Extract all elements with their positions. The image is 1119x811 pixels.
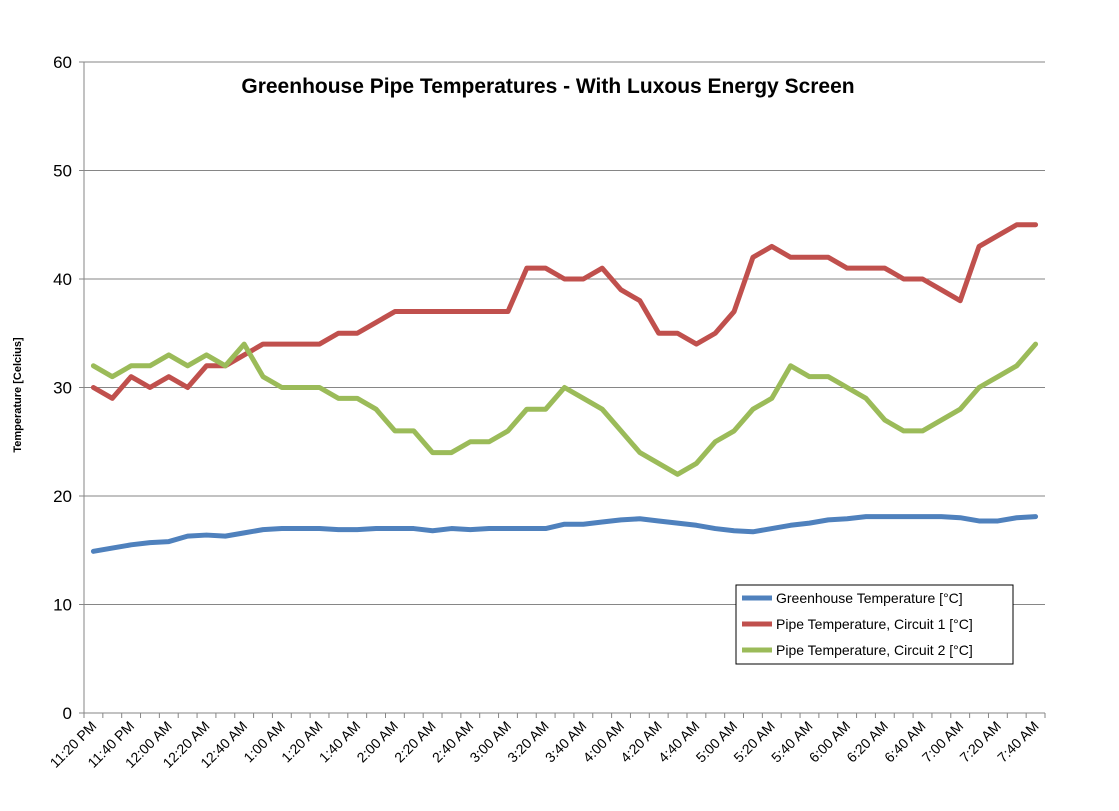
y-tick-label: 20 <box>53 487 72 506</box>
y-axis-label: Temperature [Celcius] <box>12 337 24 453</box>
chart-title: Greenhouse Pipe Temperatures - With Luxo… <box>241 75 854 98</box>
y-tick-label: 30 <box>53 379 72 398</box>
y-tick-label: 0 <box>63 704 72 723</box>
series-line-1 <box>90 514 1039 554</box>
legend-label: Pipe Temperature, Circuit 1 [°C] <box>776 616 973 632</box>
series-lines <box>90 222 1039 554</box>
y-axis-ticks: 0 10 20 30 40 50 60 <box>53 53 84 723</box>
legend-label: Greenhouse Temperature [°C] <box>776 590 963 606</box>
series-line-2 <box>90 222 1039 401</box>
legend-box <box>735 584 1014 665</box>
x-tick-label: 7:40 AM <box>994 718 1042 766</box>
series-line-3 <box>90 341 1039 477</box>
y-tick-label: 50 <box>53 162 72 181</box>
legend: Greenhouse Temperature [°C] Pipe Temperat… <box>735 584 1014 665</box>
y-tick-label: 10 <box>53 596 72 615</box>
legend-label: Pipe Temperature, Circuit 2 [°C] <box>776 642 973 658</box>
y-tick-label: 60 <box>53 53 72 72</box>
y-tick-label: 40 <box>53 270 72 289</box>
